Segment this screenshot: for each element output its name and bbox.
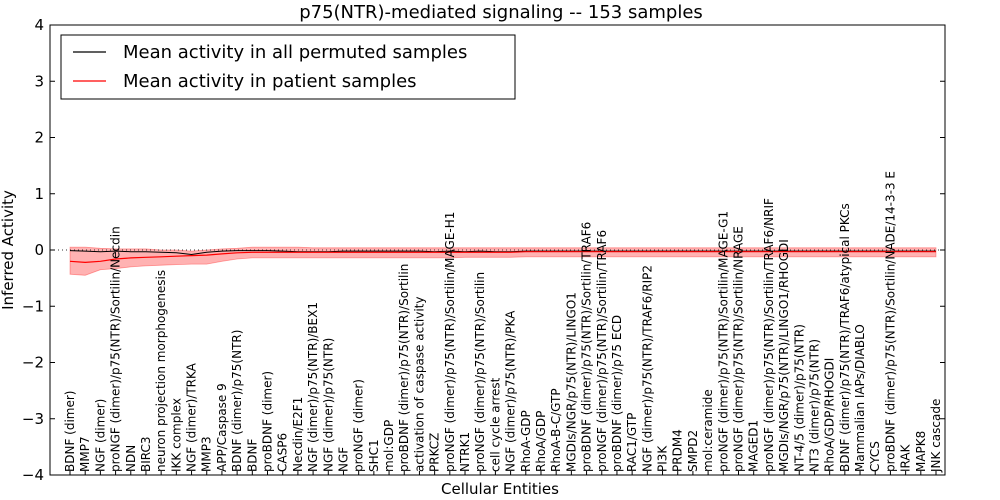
legend-label-patient: Mean activity in patient samples bbox=[123, 71, 417, 92]
x-tick-label: SHC1 bbox=[367, 439, 381, 472]
x-tick-label: proNGF (dimer)/p75(NTR)/Sortilin/Necdin bbox=[109, 226, 123, 472]
x-tick-label: proNGF (dimer)/p75(NTR)/Sortilin/TRAF6/N… bbox=[762, 198, 776, 472]
x-tick-label: IRAK bbox=[899, 443, 913, 472]
x-tick-label: APP/Caspase 9 bbox=[215, 383, 229, 472]
x-axis-label: Cellular Entities bbox=[441, 480, 559, 498]
x-tick-label: Mammalian IAPs/DIABLO bbox=[853, 324, 867, 472]
y-tick-label: 1 bbox=[34, 185, 44, 203]
x-tick-label: proBDNF (dimer)/p75(NTR)/Sortilin/NADE/1… bbox=[883, 171, 897, 472]
x-tick-label: NGF (dimer) bbox=[93, 399, 107, 472]
x-tick-label: NGF bbox=[337, 447, 351, 472]
x-tick-label: neuron projection morphogenesis bbox=[154, 270, 168, 472]
x-tick-label: NTRK1 bbox=[458, 432, 472, 472]
x-tick-label: NGF (dimer)/p75(NTR)/PKA bbox=[504, 310, 518, 472]
y-tick-label: 3 bbox=[34, 72, 44, 90]
x-tick-label: proNGF (dimer)/p75(NTR)/Sortilin bbox=[473, 272, 487, 472]
x-tick-label: CYCS bbox=[868, 441, 882, 472]
x-tick-label: IKK complex bbox=[169, 398, 183, 472]
x-tick-label: PRKCZ bbox=[428, 433, 442, 472]
x-tick-label: NT-4/5 (dimer)/p75(NTR) bbox=[792, 324, 806, 472]
chart-title: p75(NTR)-mediated signaling -- 153 sampl… bbox=[299, 2, 703, 23]
y-tick-label: −1 bbox=[22, 297, 44, 315]
x-tick-label: BDNF (dimer) bbox=[63, 391, 77, 473]
x-tick-label: RhoA-B-C/GTP bbox=[549, 388, 563, 472]
x-tick-label: PRDM4 bbox=[671, 429, 685, 472]
x-tick-label: MAGED1 bbox=[747, 420, 761, 472]
x-tick-label: proNGF (dimer)/p75(NTR)/Sortilin/NRAGE bbox=[732, 226, 746, 472]
x-tick-label: PI3K bbox=[656, 445, 670, 472]
x-tick-label: RhoA/GDP bbox=[534, 411, 548, 472]
x-tick-label: proNGF (dimer)/p75(NTR)/Sortilin/MAGE-H1 bbox=[443, 212, 457, 472]
x-tick-label: activation of caspase activity bbox=[412, 297, 426, 472]
x-tick-label: proBDNF (dimer) bbox=[261, 371, 275, 472]
legend-label-permuted: Mean activity in all permuted samples bbox=[123, 42, 467, 63]
y-tick-label: 4 bbox=[34, 16, 44, 34]
y-tick-label: 2 bbox=[34, 129, 44, 147]
y-tick-label: −3 bbox=[22, 410, 44, 428]
x-tick-label: MMP7 bbox=[78, 436, 92, 472]
x-tick-label: NDN bbox=[124, 445, 138, 472]
x-tick-label: proNGF (dimer)/p75(NTR)/Sortilin/TRAF6 bbox=[595, 230, 609, 472]
x-tick-label: proBDNF (dimer)/p75 ECD bbox=[610, 315, 624, 472]
x-tick-label: proBDNF (dimer)/p75(NTR)/Sortilin bbox=[397, 264, 411, 472]
y-tick-label: −2 bbox=[22, 354, 44, 372]
x-tick-label: RhoA-GDP bbox=[519, 410, 533, 472]
x-tick-label: RAC1/GTP bbox=[625, 413, 639, 472]
x-tick-label: proBDNF (dimer)/p75(NTR)/Sortilin/TRAF6 bbox=[580, 222, 594, 472]
x-tick-label: NT3 (dimer)/p75(NTR) bbox=[808, 339, 822, 472]
legend-box bbox=[60, 34, 516, 100]
x-tick-label: Necdin/E2F1 bbox=[291, 397, 305, 472]
x-tick-label: NGF (dimer)/p75(NTR)/BEX1 bbox=[306, 302, 320, 472]
series-line-patient bbox=[69, 251, 936, 264]
y-tick-label: −4 bbox=[22, 466, 44, 484]
x-tick-label: mol:ceramide bbox=[701, 389, 715, 472]
y-axis-label: Inferred Activity bbox=[0, 190, 17, 310]
x-tick-label: proNGF (dimer)/p75(NTR)/Sortilin/MAGE-G1 bbox=[716, 211, 730, 472]
x-tick-label: MGDIs/NGR/p75(NTR)/LINGO1/RHOGDI bbox=[777, 239, 791, 472]
x-tick-label: BIRC3 bbox=[139, 436, 153, 472]
x-tick-label: BDNF (dimer)/p75(NTR)/TRAF6/atypical PKC… bbox=[838, 203, 852, 472]
x-tick-label: MMP3 bbox=[200, 436, 214, 472]
confidence-band bbox=[69, 246, 937, 276]
x-tick-label: NGF (dimer)/p75(NTR) bbox=[321, 338, 335, 472]
x-tick-label: cell cycle arrest bbox=[488, 377, 502, 472]
x-tick-label: CASP6 bbox=[276, 433, 290, 472]
x-tick-label: BDNF (dimer)/p75(NTR) bbox=[230, 330, 244, 472]
x-tick-label: JNK cascade bbox=[929, 399, 943, 473]
x-tick-label: SMPD2 bbox=[686, 430, 700, 472]
x-tick-label: NGF (dimer)/TRKA bbox=[185, 362, 199, 472]
x-tick-label: NGF (dimer)/p75(NTR)/TRAF6/RIP2 bbox=[640, 265, 654, 472]
x-tick-label: mol:GDP bbox=[382, 420, 396, 472]
x-tick-label: MAPK8 bbox=[914, 431, 928, 472]
x-tick-label: RhoA/GDP/RHOGDI bbox=[823, 358, 837, 472]
x-tick-label: BDNF bbox=[245, 439, 259, 472]
x-tick-label: proNGF (dimer) bbox=[352, 379, 366, 472]
x-tick-label: MGDIs/NGR/p75(NTR)/LINGO1 bbox=[564, 292, 578, 472]
y-tick-label: 0 bbox=[34, 241, 44, 259]
